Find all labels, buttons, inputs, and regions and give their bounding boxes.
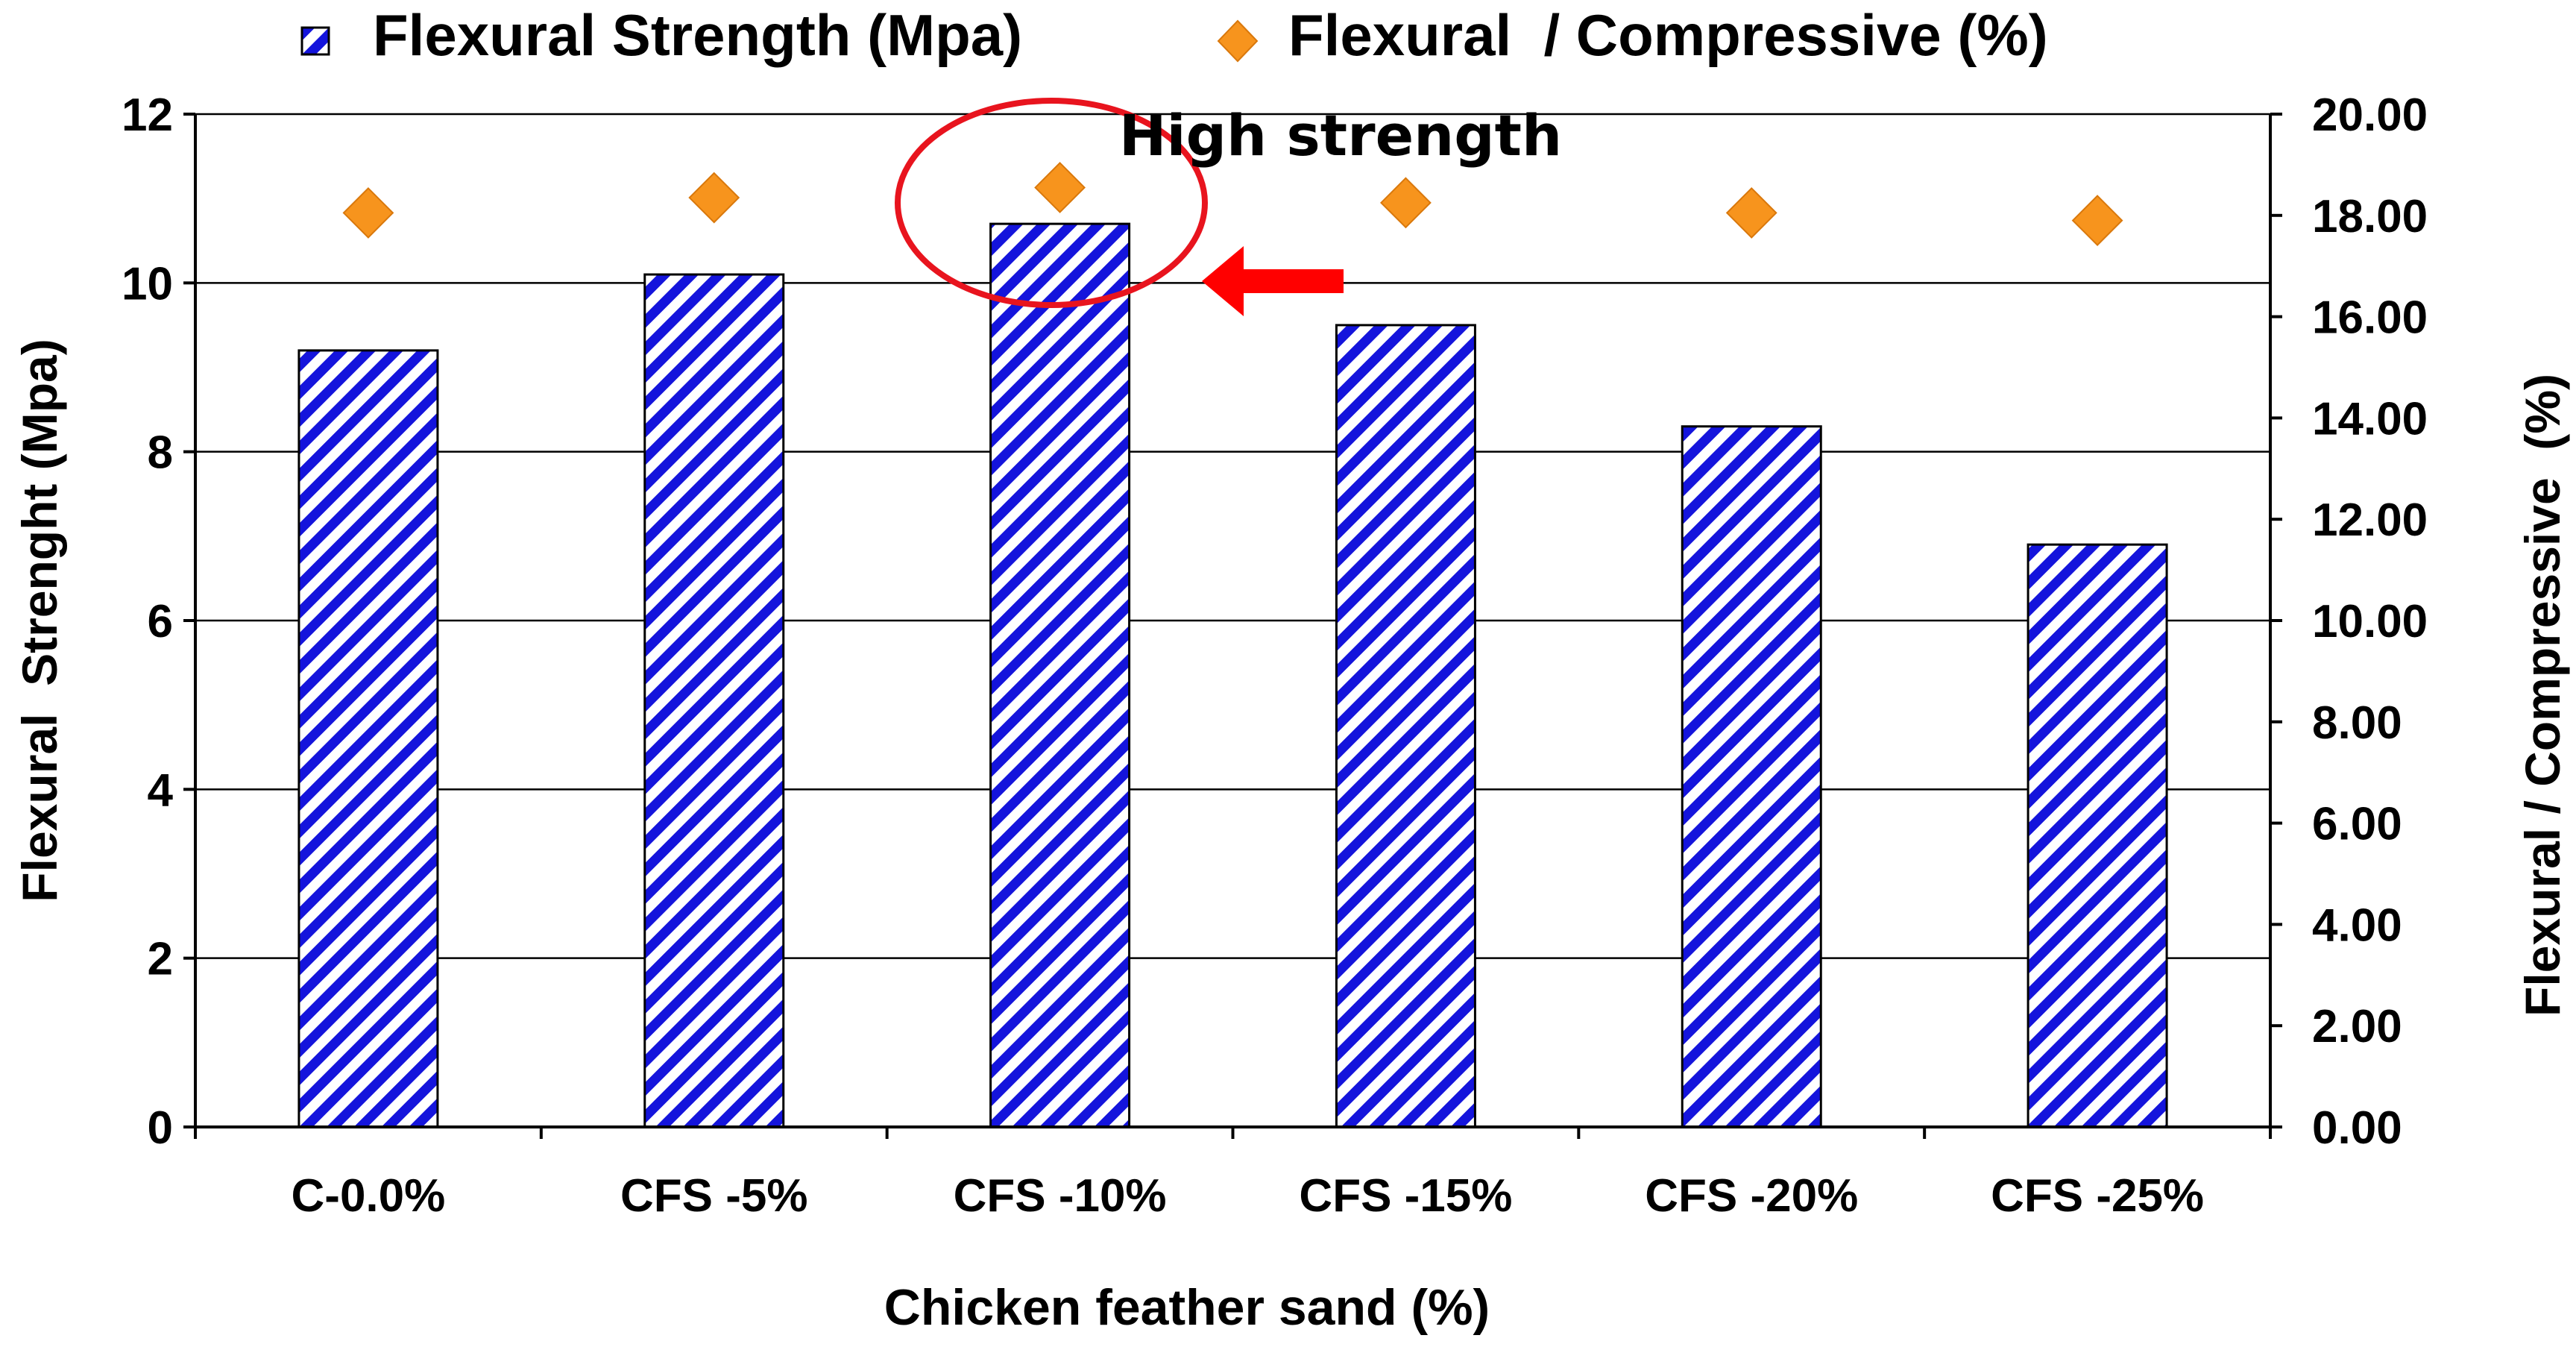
- y-tick-label: 8: [148, 427, 173, 479]
- y2-tick-label: 14.00: [2312, 393, 2428, 445]
- highlight-circle: [895, 98, 1208, 308]
- bar: [1335, 324, 1476, 1128]
- marker-point: [2071, 195, 2123, 247]
- high-strength-annotation: High strength: [895, 98, 1562, 316]
- y2-tick-label: 16.00: [2312, 292, 2428, 344]
- y2-tick-label: 18.00: [2312, 191, 2428, 242]
- x-tick-label: CFS -15%: [1299, 1170, 1512, 1222]
- y2-tick-label: 0.00: [2312, 1102, 2402, 1154]
- bar: [643, 273, 785, 1128]
- bar: [2027, 543, 2168, 1128]
- y-tick-label: 6: [148, 596, 173, 647]
- y2-tick-label: 2.00: [2312, 1001, 2402, 1052]
- red-arrow-icon: [1202, 246, 1344, 316]
- marker-point: [688, 172, 740, 224]
- y2-tick-label: 8.00: [2312, 697, 2402, 749]
- y-axis-left-title: Flexural Strenght (Mpa): [12, 339, 67, 902]
- legend-swatch-bar: [300, 26, 330, 56]
- annotation-label: High strength: [1119, 102, 1562, 169]
- legend-label-flexural-compressive: Flexural / Compressive (%): [1288, 2, 2048, 68]
- gridlines: [195, 113, 2270, 959]
- y-tick-label: 4: [148, 764, 174, 816]
- marker-point: [342, 186, 394, 239]
- bar: [989, 222, 1131, 1128]
- x-axis-ticks: C-0.0% CFS -5% CFS -10% CFS -15% CFS -20% CFS…: [194, 1127, 2272, 1222]
- y2-tick-label: 10.00: [2312, 596, 2428, 647]
- legend: Flexural Strength (Mpa) Flexural / Compr…: [300, 2, 2048, 68]
- y2-tick-label: 6.00: [2312, 799, 2402, 850]
- y-axis-left-ticks: 0 2 4 6 8 10 12: [122, 90, 195, 1154]
- y-axis-right-title: Flexural / Compressive (%): [2515, 374, 2570, 1017]
- y-tick-label: 10: [122, 258, 173, 310]
- y2-tick-label: 12.00: [2312, 494, 2428, 546]
- marker-point: [1380, 177, 1432, 229]
- bar: [297, 349, 439, 1128]
- marker-series: [342, 162, 2123, 247]
- y-tick-label: 2: [148, 934, 173, 985]
- y2-tick-label: 20.00: [2312, 90, 2428, 141]
- x-tick-label: CFS -5%: [620, 1170, 807, 1222]
- legend-swatch-marker: [1217, 19, 1259, 63]
- x-axis-title: Chicken feather sand (%): [884, 1279, 1490, 1336]
- x-tick-label: CFS -20%: [1645, 1170, 1858, 1222]
- y2-tick-label: 4.00: [2312, 899, 2402, 951]
- y-tick-label: 0: [148, 1102, 173, 1154]
- x-tick-label: C-0.0%: [292, 1170, 446, 1222]
- bar: [1681, 425, 1822, 1128]
- y-tick-label: 12: [122, 90, 173, 141]
- bar-series: [297, 222, 2168, 1128]
- legend-label-flexural-strength: Flexural Strength (Mpa): [373, 2, 1022, 68]
- y-axis-right-ticks: 0.00 2.00 4.00 6.00 8.00 10.00 12.00 14.00 16.00…: [2270, 90, 2428, 1154]
- x-tick-label: CFS -25%: [1991, 1170, 2204, 1222]
- x-tick-label: CFS -10%: [954, 1170, 1167, 1222]
- marker-point: [1034, 162, 1086, 213]
- marker-point: [1725, 186, 1777, 239]
